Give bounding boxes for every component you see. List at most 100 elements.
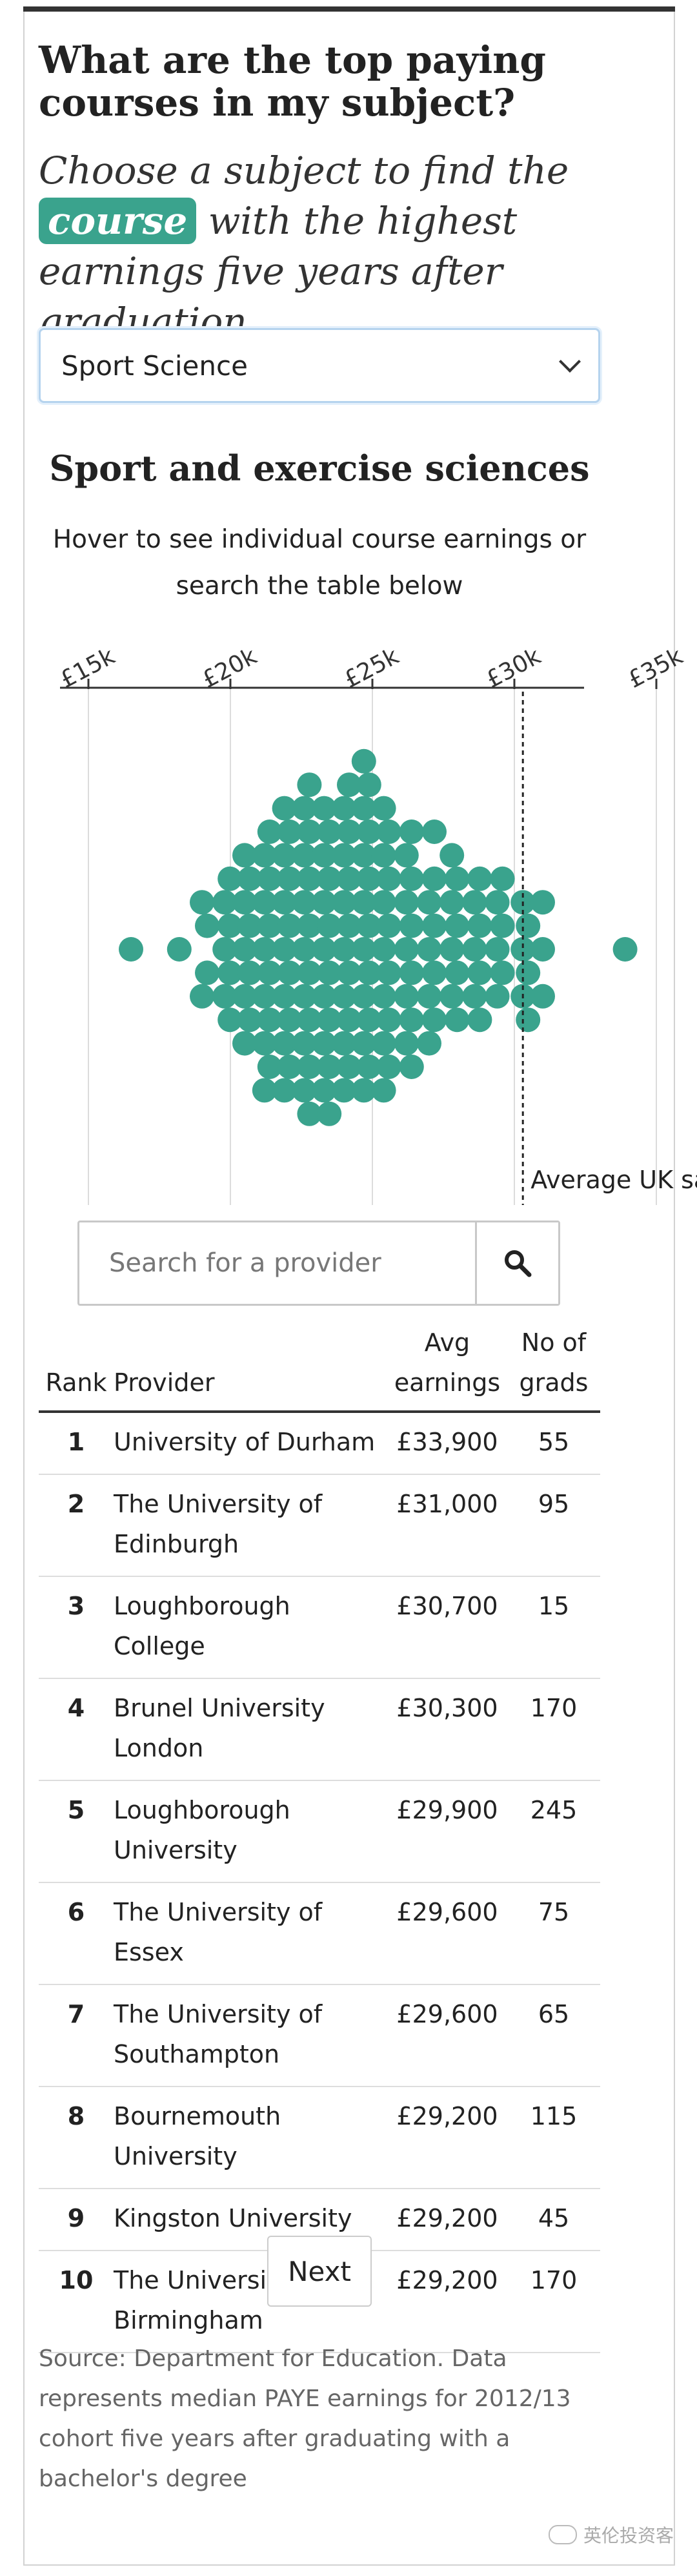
earnings-dot[interactable] (252, 1078, 277, 1103)
earnings-dot[interactable] (417, 937, 441, 962)
earnings-dot[interactable] (257, 1055, 282, 1079)
earnings-dot[interactable] (439, 843, 465, 868)
earnings-dot[interactable] (422, 913, 447, 938)
earnings-dot[interactable] (217, 960, 243, 985)
earnings-dot[interactable] (212, 937, 237, 962)
earnings-dot[interactable] (312, 937, 337, 962)
earnings-dot[interactable] (317, 913, 342, 938)
earnings-dot[interactable] (399, 960, 424, 985)
earnings-dot[interactable] (195, 913, 219, 938)
earnings-dot[interactable] (257, 866, 282, 891)
earnings-dot[interactable] (332, 796, 356, 821)
earnings-dot[interactable] (212, 890, 237, 915)
earnings-dot[interactable] (332, 1078, 356, 1103)
earnings-dot[interactable] (467, 960, 492, 985)
earnings-dot[interactable] (297, 819, 322, 844)
earnings-dot[interactable] (292, 796, 317, 821)
earnings-dot[interactable] (317, 960, 342, 985)
earnings-dot[interactable] (195, 960, 219, 985)
earnings-dot[interactable] (217, 1007, 243, 1033)
earnings-dot[interactable] (277, 960, 302, 985)
earnings-dot[interactable] (439, 890, 465, 915)
earnings-dot[interactable] (467, 913, 492, 938)
earnings-dot[interactable] (399, 866, 424, 891)
earnings-dot[interactable] (337, 960, 361, 985)
earnings-dot[interactable] (297, 772, 322, 798)
earnings-dot[interactable] (445, 913, 470, 938)
earnings-dot[interactable] (490, 913, 515, 938)
earnings-dot[interactable] (312, 843, 337, 868)
earnings-dot[interactable] (167, 937, 192, 962)
earnings-dot[interactable] (312, 1031, 337, 1056)
earnings-dot[interactable] (292, 1031, 317, 1056)
earnings-dot[interactable] (317, 1055, 342, 1079)
earnings-dot[interactable] (317, 819, 342, 844)
earnings-dot[interactable] (462, 937, 487, 962)
earnings-dot[interactable] (292, 890, 317, 915)
earnings-dot[interactable] (277, 1007, 302, 1033)
earnings-dot[interactable] (212, 984, 237, 1009)
subject-select[interactable]: Sport Science (39, 328, 600, 403)
earnings-dot[interactable] (312, 796, 337, 821)
earnings-dot[interactable] (445, 1007, 470, 1033)
earnings-dot[interactable] (337, 1007, 361, 1033)
earnings-dot[interactable] (356, 960, 381, 985)
earnings-dot[interactable] (297, 960, 322, 985)
earnings-dot[interactable] (399, 913, 424, 938)
earnings-dot[interactable] (356, 1007, 381, 1033)
earnings-dot[interactable] (485, 937, 510, 962)
earnings-dot[interactable] (351, 748, 376, 774)
earnings-dot[interactable] (337, 913, 361, 938)
earnings-dot[interactable] (356, 913, 381, 938)
earnings-dot[interactable] (530, 937, 555, 962)
earnings-dot[interactable] (232, 890, 257, 915)
earnings-dot[interactable] (332, 843, 356, 868)
earnings-dot[interactable] (237, 866, 262, 891)
earnings-dot[interactable] (510, 937, 536, 962)
earnings-dot[interactable] (252, 984, 277, 1009)
earnings-dot[interactable] (277, 866, 302, 891)
earnings-dot[interactable] (272, 1078, 297, 1103)
earnings-dot[interactable] (422, 866, 447, 891)
earnings-dot[interactable] (272, 796, 297, 821)
earnings-dot[interactable] (217, 913, 243, 938)
earnings-dot[interactable] (297, 866, 322, 891)
earnings-dot[interactable] (119, 937, 143, 962)
earnings-dot[interactable] (237, 960, 262, 985)
earnings-dot[interactable] (337, 772, 361, 798)
earnings-dot[interactable] (376, 913, 401, 938)
search-input[interactable] (79, 1222, 475, 1304)
earnings-dot[interactable] (317, 1101, 342, 1126)
header-provider[interactable]: Provider (114, 1317, 387, 1413)
earnings-dot[interactable] (394, 890, 419, 915)
earnings-dot[interactable] (490, 866, 515, 891)
next-page-button[interactable]: Next (267, 2236, 372, 2307)
earnings-dot[interactable] (530, 984, 555, 1009)
earnings-dot[interactable] (351, 937, 376, 962)
earnings-dot[interactable] (272, 984, 297, 1009)
earnings-dot[interactable] (217, 866, 243, 891)
earnings-dot[interactable] (417, 1031, 441, 1056)
earnings-dot[interactable] (292, 984, 317, 1009)
earnings-dot[interactable] (612, 937, 638, 962)
earnings-dot[interactable] (257, 819, 282, 844)
earnings-dot[interactable] (394, 1031, 419, 1056)
earnings-dot[interactable] (462, 984, 487, 1009)
earnings-dot[interactable] (371, 937, 396, 962)
earnings-dot[interactable] (337, 819, 361, 844)
earnings-dot[interactable] (399, 1007, 424, 1033)
earnings-dot[interactable] (439, 937, 465, 962)
earnings-dot[interactable] (399, 1055, 424, 1079)
earnings-dot[interactable] (371, 890, 396, 915)
earnings-dot[interactable] (485, 984, 510, 1009)
earnings-dot[interactable] (257, 1007, 282, 1033)
earnings-dot[interactable] (485, 890, 510, 915)
earnings-dot[interactable] (394, 937, 419, 962)
earnings-dot[interactable] (516, 913, 541, 938)
earnings-dot[interactable] (277, 913, 302, 938)
earnings-dot[interactable] (232, 937, 257, 962)
earnings-dot[interactable] (297, 913, 322, 938)
earnings-dot[interactable] (332, 937, 356, 962)
earnings-dot[interactable] (394, 984, 419, 1009)
earnings-dot[interactable] (490, 960, 515, 985)
